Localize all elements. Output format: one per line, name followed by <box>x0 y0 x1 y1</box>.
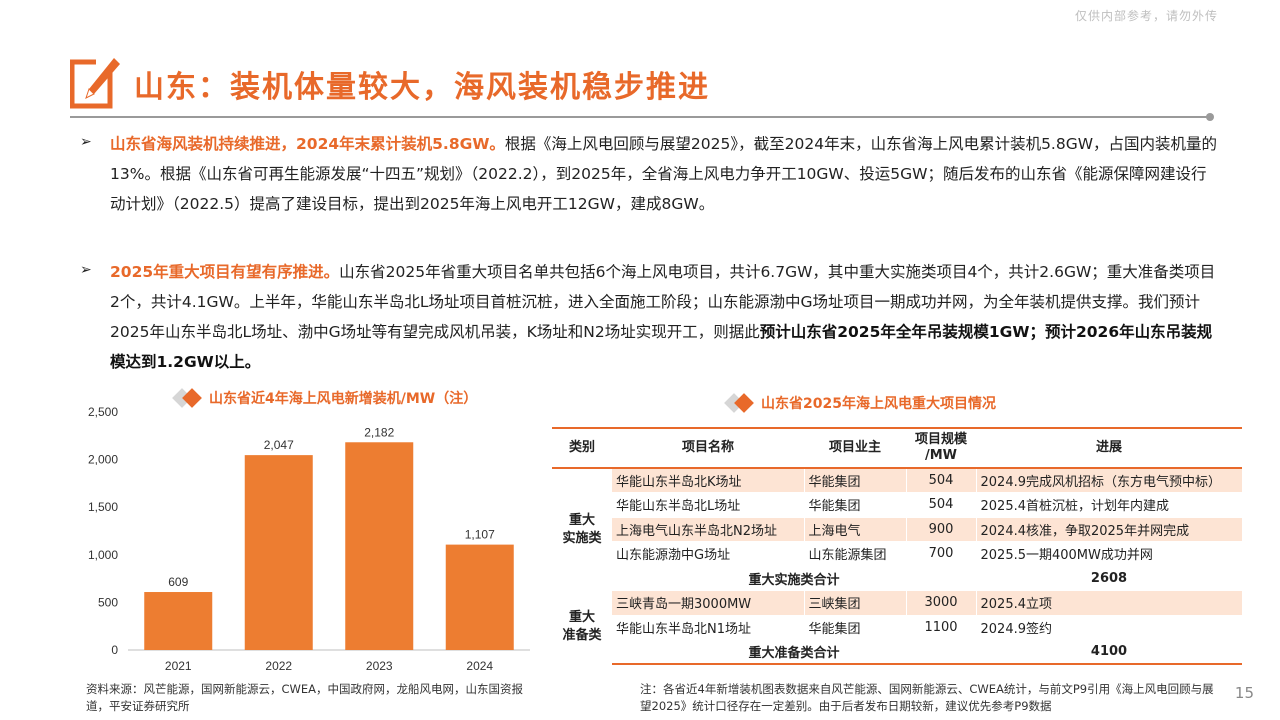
paragraph-2: 2025年重大项目有望有序推进。山东省2025年省重大项目名单共包括6个海上风电… <box>110 257 1220 377</box>
y-tick-label: 2,500 <box>88 405 118 419</box>
chart-title: 山东省近4年海上风电新增装机/MW（注） <box>209 391 478 407</box>
paragraph-1-lead: 山东省海风装机持续推进，2024年末累计装机5.8GW。 <box>110 135 505 153</box>
major-projects-table: 类别 项目名称 项目业主 项目规模/MW 进展 重大 实施类 华能山东半岛北K场址… <box>552 427 1242 665</box>
y-tick-label: 0 <box>111 643 118 657</box>
x-tick-label: 2024 <box>466 659 493 673</box>
y-tick-label: 500 <box>98 595 118 609</box>
bar-value-label: 609 <box>168 575 188 589</box>
category-line-1: 重大 <box>568 610 595 626</box>
bar-2024 <box>445 544 514 650</box>
divider-dot <box>1206 113 1214 121</box>
project-scale: 504 <box>905 468 976 493</box>
header-scale-line-2: /MW <box>924 448 958 463</box>
subtotal-value: 4100 <box>976 639 1242 665</box>
page-title: 山东：装机体量较大，海风装机稳步推进 <box>134 70 710 105</box>
header-scale: 项目规模/MW <box>906 427 976 469</box>
table-section-title: 山东省2025年海上风电重大项目情况 <box>724 393 996 413</box>
x-tick-label: 2021 <box>165 659 192 673</box>
chart-source: 资料来源：风芒能源，国网新能源云，CWEA，中国政府网，龙船风电网，山东国资报道… <box>86 682 524 713</box>
project-progress: 2025.5一期400MW成功并网 <box>975 541 1242 567</box>
project-progress: 2025.4首桩沉桩，计划年内建成 <box>975 492 1242 518</box>
y-tick-label: 2,000 <box>88 453 118 467</box>
new-capacity-bar-chart: 0 500 1,000 1,500 2,000 2,500 609 2021 2,047 2022… <box>88 405 530 673</box>
category-line-1: 重大 <box>568 512 595 528</box>
subtotal-row: 重大实施类合计 2608 <box>552 566 1242 591</box>
paragraph-2-lead: 2025年重大项目有望有序推进。 <box>110 263 340 281</box>
project-name: 三峡青岛一期3000MW <box>612 590 804 616</box>
category-preparation: 重大 准备类 <box>552 590 612 665</box>
project-progress: 2024.9完成风机招标（东方电气预中标） <box>975 468 1242 493</box>
subtotal-value: 2608 <box>976 566 1242 591</box>
bar-value-label: 1,107 <box>465 528 495 542</box>
project-owner: 华能集团 <box>803 492 906 518</box>
subtotal-label: 重大准备类合计 <box>612 639 976 665</box>
header-progress: 进展 <box>976 427 1242 469</box>
project-scale: 900 <box>905 517 976 542</box>
bar-2021 <box>144 592 213 650</box>
x-tick-label: 2022 <box>265 659 292 673</box>
project-owner: 华能集团 <box>803 468 906 493</box>
chart-section-title: 山东省近4年海上风电新增装机/MW（注） <box>172 388 478 408</box>
project-scale: 504 <box>905 492 976 518</box>
y-tick-label: 1,000 <box>88 548 118 562</box>
bar-2022 <box>244 455 313 650</box>
project-name: 山东能源渤中G场址 <box>612 541 804 567</box>
table-row: 华能山东半岛北L场址 华能集团 504 2025.4首桩沉桩，计划年内建成 <box>552 492 1242 518</box>
project-owner: 华能集团 <box>803 615 906 640</box>
bar-2023 <box>345 442 414 650</box>
subtotal-row: 重大准备类合计 4100 <box>552 639 1242 665</box>
header-scale-line-1: 项目规模 <box>914 432 967 447</box>
project-name: 华能山东半岛北L场址 <box>612 492 804 518</box>
table-row: 重大准备类 三峡青岛一期3000MW 三峡集团 3000 2025.4立项 <box>552 590 1242 665</box>
project-owner: 山东能源集团 <box>803 541 906 567</box>
bar-value-label: 2,047 <box>264 438 294 452</box>
subtotal-label: 重大实施类合计 <box>612 566 976 591</box>
project-scale: 700 <box>905 541 976 567</box>
table-row: 山东能源渤中G场址 山东能源集团 700 2025.5一期400MW成功并网 <box>552 541 1242 567</box>
table-title: 山东省2025年海上风电重大项目情况 <box>761 396 996 412</box>
project-name: 华能山东半岛北K场址 <box>612 468 804 493</box>
header-project-name: 项目名称 <box>612 427 804 469</box>
project-name: 华能山东半岛北N1场址 <box>612 615 804 640</box>
title-divider <box>70 116 1210 118</box>
project-owner: 三峡集团 <box>803 590 906 616</box>
table-header-row: 类别 项目名称 项目业主 项目规模/MW 进展 <box>552 427 1242 469</box>
project-owner: 上海电气 <box>803 517 906 542</box>
header-category: 类别 <box>552 427 612 469</box>
paragraph-2-conclusion: 预计山东省2025年全年吊装规模1GW；预计2026年山东吊装规模达到1.2GW… <box>110 323 1213 371</box>
table-note: 注：各省近4年新增装机图表数据来自风芒能源、国网新能源云、CWEA统计，与前文P… <box>640 682 1214 713</box>
table-row: 上海电气山东半岛北N2场址 上海电气 900 2024.4核准，争取2025年并… <box>552 517 1242 542</box>
project-scale: 3000 <box>905 590 976 616</box>
pencil-edit-icon <box>70 58 120 109</box>
x-tick-label: 2023 <box>366 659 393 673</box>
header-owner: 项目业主 <box>804 427 906 469</box>
bullet-arrow-icon: ➢ <box>80 134 92 150</box>
bullet-arrow-icon: ➢ <box>80 262 92 278</box>
y-tick-label: 1,500 <box>88 500 118 514</box>
project-scale: 1100 <box>905 615 976 640</box>
project-name: 上海电气山东半岛北N2场址 <box>612 517 804 542</box>
category-line-2: 准备类 <box>562 628 602 644</box>
page-number: 15 <box>1234 684 1254 702</box>
paragraph-2-body: 山东省2025年省重大项目名单共包括6个海上风电项目，共计6.7GW，其中重大实… <box>110 263 1216 341</box>
paragraph-1: 山东省海风装机持续推进，2024年末累计装机5.8GW。根据《海上风电回顾与展望… <box>110 129 1220 219</box>
category-line-2: 实施类 <box>562 530 602 546</box>
watermark: 仅供内部参考，请勿外传 <box>1074 9 1218 23</box>
paragraph-1-body: 根据《海上风电回顾与展望2025》，截至2024年末，山东省海上风电累计装机5.… <box>110 135 1218 213</box>
table-row: 华能山东半岛北N1场址 华能集团 1100 2024.9签约 <box>552 615 1242 640</box>
category-implementation: 重大 实施类 <box>552 468 612 591</box>
project-progress: 2024.4核准，争取2025年并网完成 <box>975 517 1242 542</box>
table-row: 重大实施类 华能山东半岛北K场址 华能集团 504 2024.9完成风机招标（东… <box>552 468 1242 591</box>
project-progress: 2025.4立项 <box>975 590 1242 616</box>
bar-value-label: 2,182 <box>364 425 394 439</box>
project-progress: 2024.9签约 <box>975 615 1242 640</box>
